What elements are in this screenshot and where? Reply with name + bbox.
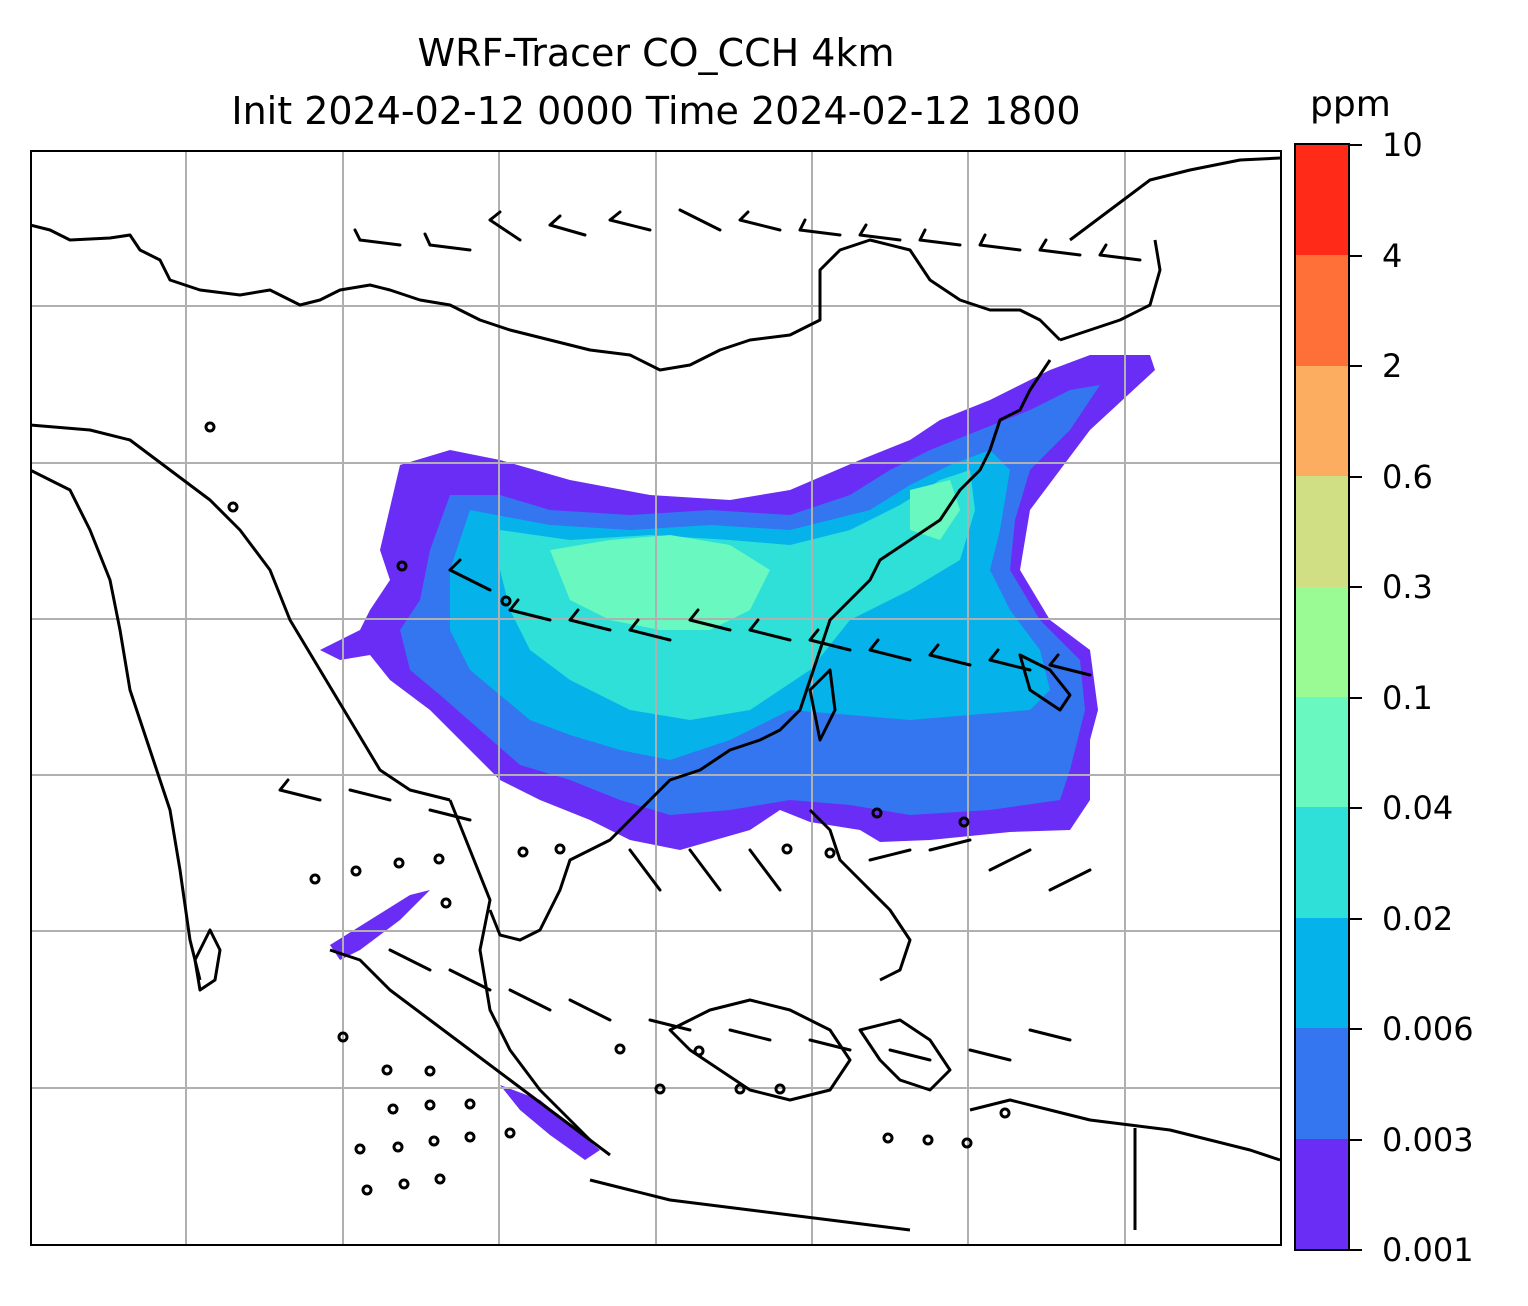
colorbar-segment — [1296, 476, 1348, 587]
colorbar-segment — [1296, 807, 1348, 918]
colorbar-tick-label: 4 — [1382, 236, 1403, 275]
colorbar — [1294, 143, 1350, 1251]
calm-wind-markers — [204, 421, 1011, 1196]
colorbar-tick — [1350, 475, 1362, 478]
colorbar-unit-label: ppm — [1310, 84, 1391, 125]
colorbar-tick-label: 0.006 — [1382, 1010, 1474, 1048]
map-title-line1: WRF-Tracer CO_CCH 4km — [417, 31, 895, 75]
colorbar-tick-label: 0.6 — [1382, 457, 1433, 496]
colorbar-tick — [1350, 365, 1362, 367]
colorbar-tick — [1350, 254, 1362, 257]
colorbar-tick — [1350, 807, 1362, 809]
map-title-line2: Init 2024-02-12 0000 Time 2024-02-12 180… — [231, 89, 1081, 133]
colorbar-tick — [1350, 917, 1362, 920]
colorbar-tick-label: 0.1 — [1382, 678, 1433, 717]
tracer-field — [320, 355, 1155, 1160]
tracer-malaysia — [500, 1085, 600, 1160]
colorbar-tick — [1350, 144, 1362, 146]
colorbar-segment — [1296, 255, 1348, 366]
colorbar-tick — [1350, 586, 1362, 588]
colorbar-tick-label: 0.3 — [1382, 568, 1433, 606]
colorbar-segment — [1296, 1028, 1348, 1139]
colorbar-tick-label: 0.02 — [1382, 899, 1454, 938]
colorbar-tick — [1350, 1249, 1362, 1251]
colorbar-tick-label: 0.001 — [1382, 1231, 1474, 1269]
colorbar-tick — [1350, 696, 1362, 699]
tracer-level-4b — [910, 480, 960, 540]
map-panel — [30, 150, 1282, 1246]
colorbar-tick — [1350, 1028, 1362, 1030]
colorbar-tick-label: 2 — [1382, 347, 1403, 385]
colorbar-segment — [1296, 586, 1348, 697]
tracer-level-4 — [550, 535, 770, 630]
coastlines — [30, 156, 1281, 1232]
colorbar-tick-label: 0.04 — [1382, 789, 1454, 827]
wind-barbs — [278, 208, 1142, 1062]
colorbar-segment — [1296, 365, 1348, 477]
colorbar-segment — [1296, 144, 1348, 256]
colorbar-tick-label: 0.003 — [1382, 1120, 1474, 1159]
colorbar-tick-label: 10 — [1382, 126, 1423, 164]
graticule — [30, 150, 1282, 1246]
colorbar-segment — [1296, 696, 1348, 808]
colorbar-tick — [1350, 1138, 1362, 1141]
colorbar-segment — [1296, 1138, 1348, 1249]
colorbar-segment — [1296, 917, 1348, 1029]
map-frame — [30, 150, 1282, 1246]
tracer-sumatra — [330, 890, 430, 960]
